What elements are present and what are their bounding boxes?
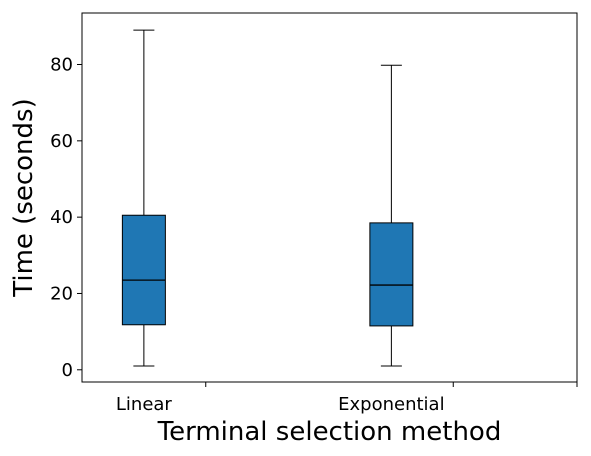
plot-frame — [81, 12, 578, 383]
x-axis: Linear Exponential — [116, 382, 578, 415]
y-axis-label: Time (seconds) — [9, 98, 39, 297]
box-exponential — [369, 64, 414, 367]
y-tick-label: 20 — [50, 283, 73, 304]
y-tick-label: 40 — [50, 207, 73, 228]
x-axis-label: Terminal selection method — [157, 417, 502, 447]
y-axis: 0 20 40 60 80 — [50, 55, 82, 381]
box-linear — [121, 29, 166, 367]
plot-area — [121, 29, 414, 367]
iqr-box — [369, 222, 414, 327]
y-tick-label: 0 — [62, 360, 73, 381]
y-tick-label: 60 — [50, 131, 73, 152]
x-tick-label: Linear — [116, 394, 173, 415]
iqr-box — [121, 214, 166, 326]
x-tick-label: Exponential — [338, 394, 444, 415]
y-tick-label: 80 — [50, 55, 73, 76]
